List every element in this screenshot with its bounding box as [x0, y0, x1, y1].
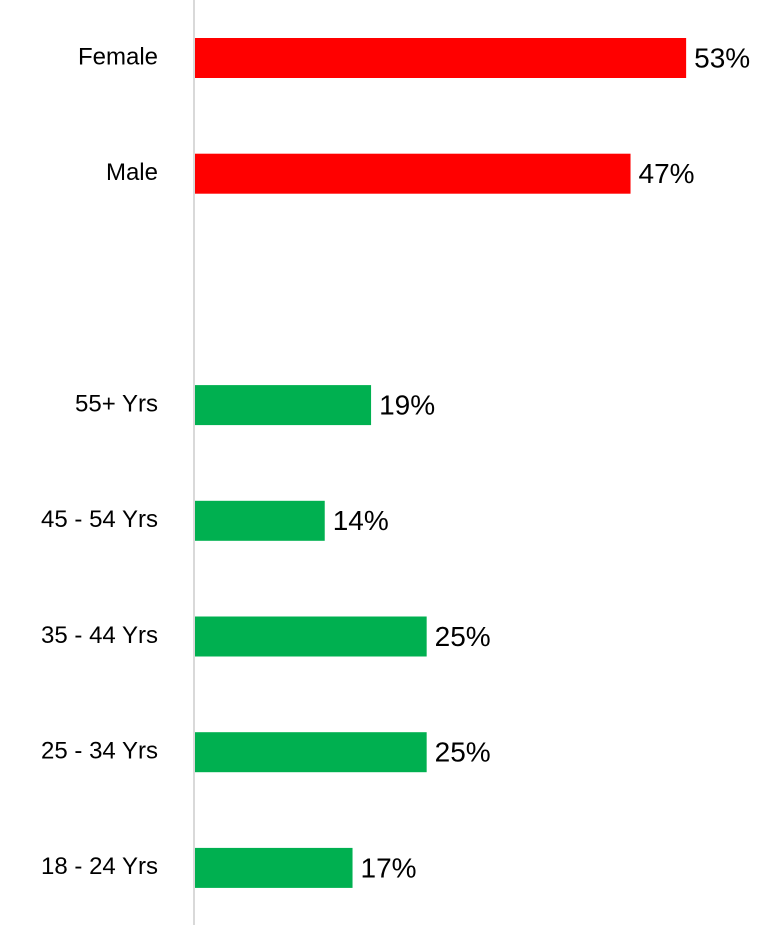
bar: [195, 500, 325, 541]
category-label: 18 - 24 Yrs: [41, 853, 158, 880]
bar: [195, 385, 372, 426]
bar: [195, 616, 427, 657]
category-label: Male: [106, 159, 158, 186]
category-label: 55+ Yrs: [75, 390, 158, 417]
value-label: 53%: [694, 42, 750, 73]
category-label: 25 - 34 Yrs: [41, 738, 158, 765]
value-label: 25%: [435, 737, 491, 768]
category-label: Female: [78, 43, 158, 70]
bar: [195, 732, 427, 773]
bar: [195, 38, 687, 78]
value-label: 14%: [333, 505, 389, 536]
category-label: 45 - 54 Yrs: [41, 506, 158, 533]
bar: [195, 153, 631, 194]
bar: [195, 847, 353, 888]
category-label: 35 - 44 Yrs: [41, 622, 158, 649]
value-label: 17%: [361, 852, 417, 883]
value-label: 47%: [639, 158, 695, 189]
value-label: 25%: [435, 621, 491, 652]
value-label: 19%: [379, 389, 435, 420]
